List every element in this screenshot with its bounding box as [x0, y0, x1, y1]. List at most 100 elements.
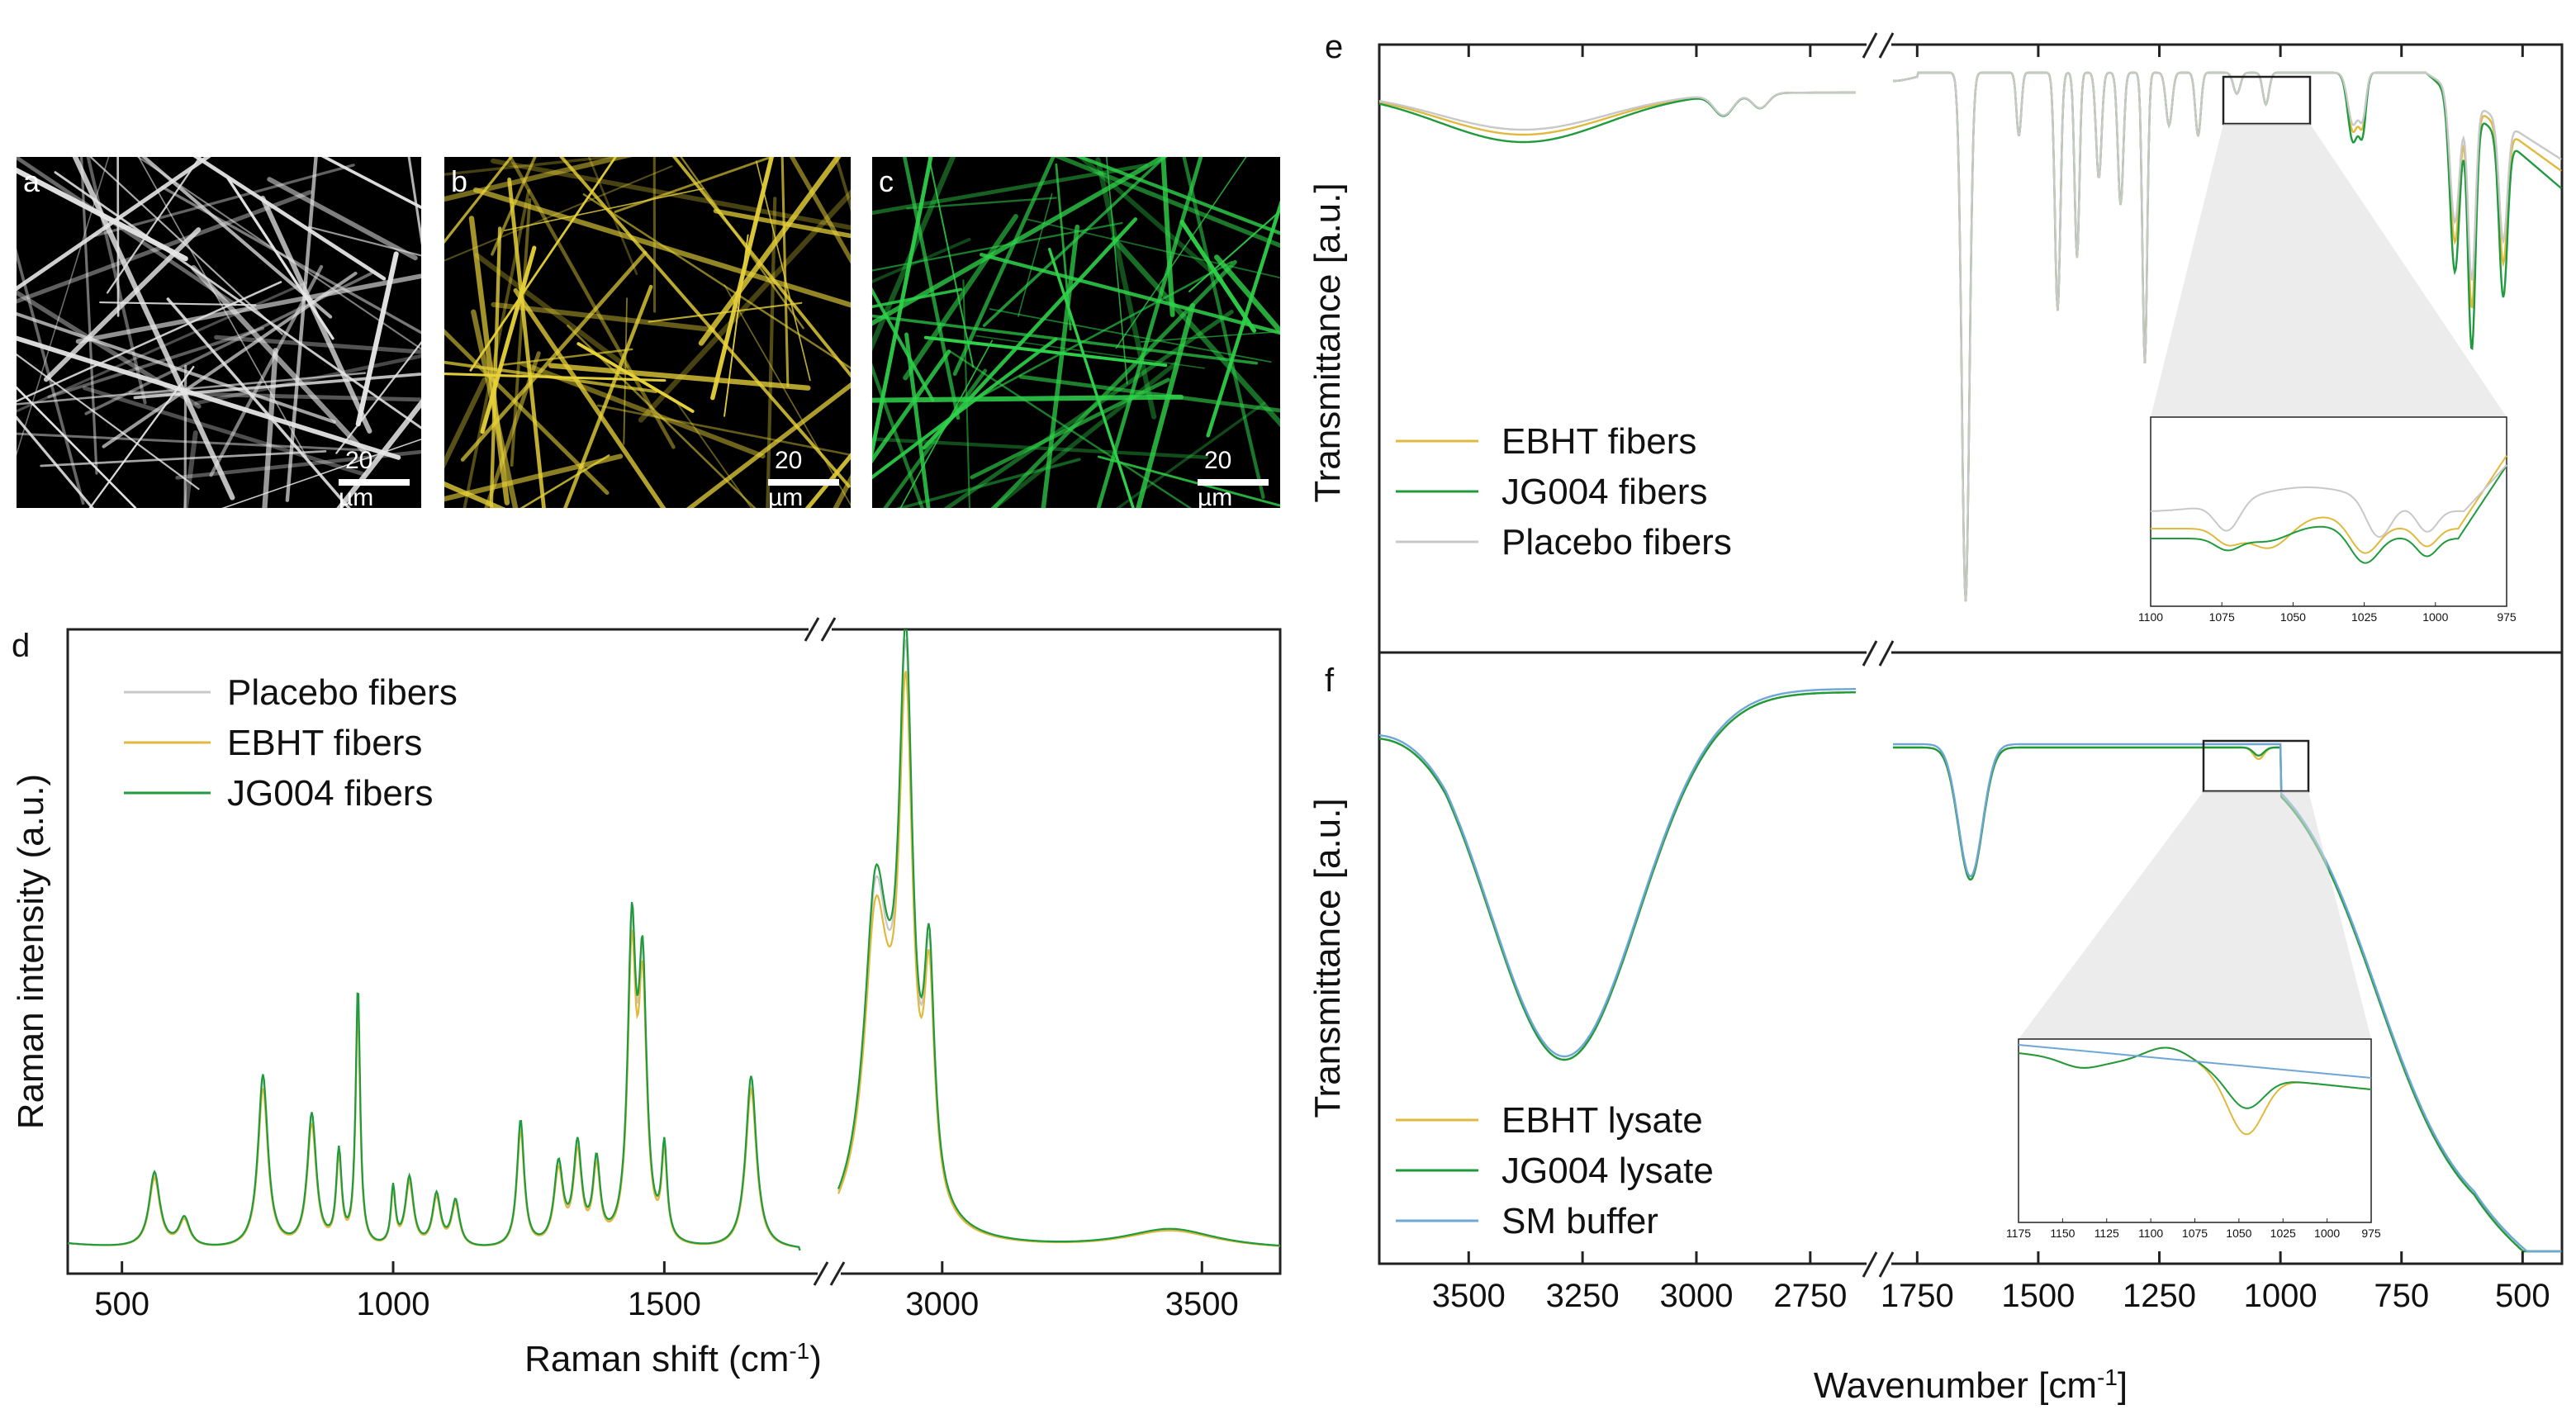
- series-line: [68, 902, 801, 1251]
- zoom-funnel: [2019, 791, 2371, 1039]
- inset-tick-label: 1050: [2280, 610, 2306, 624]
- fiber: [872, 437, 1209, 459]
- fiber: [136, 157, 421, 350]
- fiber-group: [17, 157, 421, 508]
- fiber: [444, 157, 633, 202]
- x-tick-label: 500: [94, 1286, 149, 1322]
- series-group: [1379, 688, 2562, 1253]
- fiber: [160, 185, 421, 335]
- micrograph-letter: c: [879, 164, 894, 198]
- scale-unit: µm: [768, 484, 803, 511]
- fiber: [17, 281, 282, 403]
- series-line: [1379, 688, 1856, 1058]
- fiber: [1140, 330, 1280, 343]
- inset-chart: 1100 1075 1050 1025 1000 975: [2138, 416, 2517, 624]
- fiber: [89, 157, 283, 335]
- fiber: [221, 438, 421, 508]
- fiber-group: [872, 157, 1280, 508]
- legend-label: EBHT fibers: [1501, 421, 1696, 462]
- fiber: [872, 238, 971, 283]
- fiber: [444, 157, 623, 176]
- inset-tick-label: 975: [2497, 610, 2517, 624]
- legend-label: JG004 fibers: [1501, 472, 1707, 512]
- fiber: [262, 348, 278, 508]
- fiber: [444, 481, 506, 508]
- fiber: [872, 221, 1123, 272]
- fiber: [335, 340, 421, 454]
- fiber: [137, 157, 307, 458]
- fiber: [86, 157, 147, 405]
- fiber: [17, 432, 371, 452]
- fiber: [1077, 157, 1224, 282]
- fiber: [952, 157, 1056, 377]
- axis-break: [804, 617, 846, 1286]
- inset-tick-label: 1000: [2422, 610, 2448, 624]
- y-axis-title: Transmittance [a.u.]: [1307, 798, 1348, 1118]
- fiber: [214, 335, 421, 354]
- fiber: [355, 251, 399, 427]
- series-group: [68, 629, 1280, 1251]
- scale-label: 20: [775, 447, 802, 474]
- legend-label: Placebo fibers: [227, 672, 458, 713]
- series-line: [1379, 691, 1856, 1061]
- y-axis-title: Raman intensity (a.u.): [11, 774, 51, 1129]
- fiber: [922, 217, 1138, 450]
- inset-tick-label: 1025: [2270, 1227, 2296, 1240]
- fiber: [336, 399, 421, 508]
- fiber: [17, 157, 110, 457]
- raman-chart: 500 1000 1500 3000 3500 d Raman intensity (a…: [11, 617, 1282, 1379]
- inset-tick-label: 1175: [2006, 1227, 2031, 1240]
- fiber: [982, 157, 1167, 327]
- fiber: [106, 157, 202, 294]
- legend: Placebo fibers EBHT fibers JG004 fibers: [124, 672, 458, 814]
- x-tick-label: 3000: [905, 1286, 979, 1322]
- fiber: [872, 287, 935, 402]
- inset-chart: 1175 1150 1125 1100 1075 1050 1025 1000 975: [2006, 1038, 2381, 1240]
- fiber: [17, 190, 312, 304]
- fiber-group: [444, 157, 851, 508]
- fiber: [444, 360, 658, 393]
- series-line: [1379, 91, 1856, 136]
- inset-line: [2151, 465, 2507, 564]
- fiber: [872, 349, 951, 464]
- ftir-lysate-chart: 3500 3250 3000 2750 1750 1500 1250 1000 750 500 1…: [1307, 651, 2564, 1406]
- micrograph-c: c 20 µm: [872, 157, 1280, 511]
- scale-bar: [339, 479, 410, 486]
- panel-letter: d: [12, 628, 30, 664]
- fiber: [17, 415, 95, 508]
- fiber: [444, 377, 487, 469]
- fiber: [723, 284, 851, 506]
- fiber: [513, 287, 667, 508]
- fiber: [500, 348, 633, 367]
- fiber: [43, 227, 202, 382]
- y-axis-title: Transmittance [a.u.]: [1307, 183, 1348, 502]
- fiber: [789, 157, 851, 264]
- fiber: [190, 264, 367, 454]
- fiber: [1018, 374, 1280, 413]
- fiber: [1214, 254, 1280, 335]
- fiber: [872, 363, 924, 508]
- fiber: [507, 177, 546, 508]
- legend-label: JG004 lysate: [1501, 1151, 1714, 1191]
- inset-tick-label: 975: [2361, 1227, 2381, 1240]
- fiber: [17, 335, 401, 460]
- inset-line: [2151, 455, 2507, 554]
- fiber: [444, 329, 610, 496]
- fiber: [175, 449, 421, 480]
- scale-unit: µm: [1198, 484, 1232, 511]
- fiber: [17, 157, 237, 306]
- inset-tick-label: 1025: [2351, 610, 2377, 624]
- fiber: [183, 430, 198, 508]
- fiber: [472, 187, 851, 308]
- fiber: [1053, 157, 1280, 249]
- inset-tick-label: 1075: [2182, 1227, 2208, 1240]
- fiber: [872, 314, 1259, 365]
- fiber: [444, 453, 624, 502]
- fiber: [872, 157, 933, 461]
- fiber: [582, 193, 851, 370]
- micrograph-a: a 20 µm: [17, 157, 421, 511]
- series-line: [837, 639, 1280, 1247]
- fiber: [989, 308, 1272, 363]
- x-axis-title-sup: -1: [789, 1338, 809, 1364]
- x-tick-group: 500 1000 1500 3000 3500: [94, 1261, 1239, 1322]
